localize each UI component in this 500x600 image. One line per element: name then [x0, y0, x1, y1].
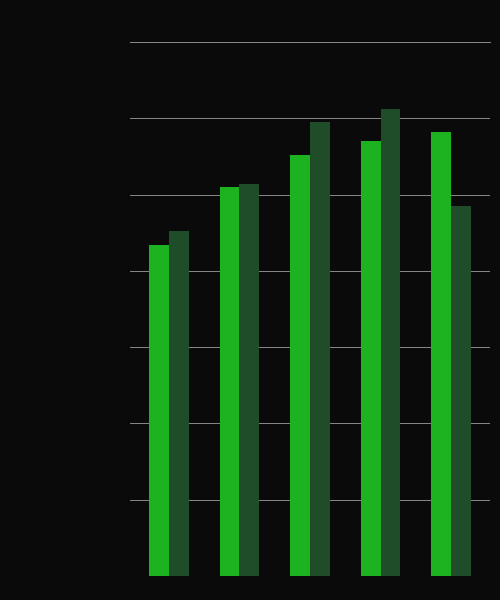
Bar	[432, 133, 451, 576]
Bar	[149, 245, 169, 576]
Bar	[169, 232, 188, 576]
Bar	[290, 155, 310, 576]
Bar	[451, 206, 471, 576]
Bar	[380, 109, 400, 576]
Bar	[240, 184, 259, 576]
Bar	[310, 122, 330, 576]
Bar	[220, 187, 240, 576]
Bar	[361, 140, 380, 576]
